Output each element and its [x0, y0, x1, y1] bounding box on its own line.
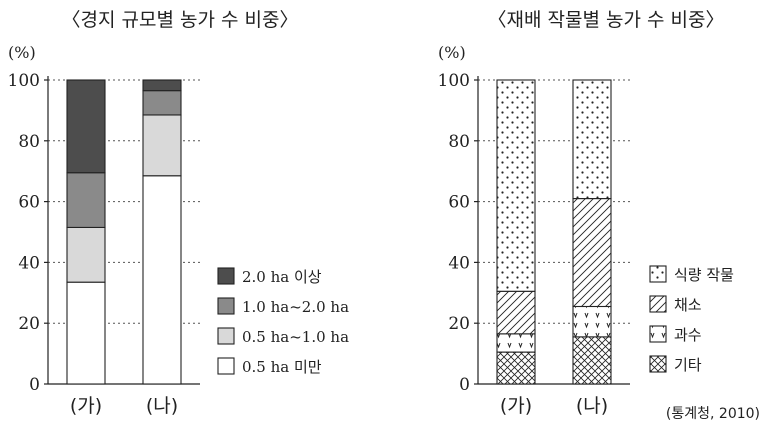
legend-label: 0.5 ha 미만 [242, 358, 322, 376]
legend-label: 0.5 ha~1.0 ha [242, 328, 349, 346]
x-category-label: (나) [576, 395, 608, 417]
bar-segment [66, 281, 106, 385]
legend-swatch [217, 267, 235, 285]
y-tick-label: 0 [459, 375, 470, 395]
bar-segment [496, 290, 536, 335]
y-tick-label: 0 [29, 375, 40, 395]
bar-segment [572, 336, 612, 385]
legend-swatch [217, 297, 235, 315]
y-axis-unit: (%) [8, 43, 36, 62]
bar-segment [66, 226, 106, 283]
bar-segment [142, 79, 182, 92]
bar-segment [142, 114, 182, 177]
chart-title: 〈경지 규모별 농가 수 비중〉 [62, 9, 299, 31]
legend-label: 2.0 ha 이상 [242, 268, 322, 286]
legend-swatch [649, 355, 667, 373]
legend-label: 식량 작물 [674, 266, 734, 284]
legend-swatch [217, 357, 235, 375]
bar-segment [572, 198, 612, 308]
legend-swatch [649, 295, 667, 313]
bar-segment [66, 79, 106, 174]
bar-segment [496, 79, 536, 292]
y-tick-label: 100 [8, 71, 40, 91]
bar-segment [496, 351, 536, 385]
chart-title: 〈재배 작물별 농가 수 비중〉 [488, 9, 725, 31]
y-tick-label: 80 [448, 132, 470, 152]
plot-area: 0 20 40 60 80 100 (가) (나) [8, 71, 200, 417]
x-category-label: (가) [70, 395, 102, 417]
y-axis-unit: (%) [438, 43, 466, 62]
bar-segment [142, 90, 182, 116]
y-tick-label: 80 [18, 132, 40, 152]
bar-segment [496, 333, 536, 353]
x-category-label: (가) [500, 395, 532, 417]
legend-label: 채소 [674, 296, 702, 314]
legend: 2.0 ha 이상 1.0 ha~2.0 ha 0.5 ha~1.0 ha 0.5 h… [217, 267, 349, 376]
y-tick-label: 20 [18, 314, 40, 334]
y-tick-label: 20 [448, 314, 470, 334]
bar-segment [66, 172, 106, 228]
y-tick-label: 100 [438, 71, 470, 91]
y-tick-label: 40 [448, 253, 470, 273]
source-note: (통계청, 2010) [666, 406, 760, 422]
y-tick-label: 40 [18, 253, 40, 273]
legend-swatch [649, 325, 667, 343]
legend-swatch [217, 327, 235, 345]
legend-label: 과수 [674, 326, 702, 344]
bar-segment [572, 79, 612, 200]
y-tick-label: 60 [18, 193, 40, 213]
bar-segment [572, 305, 612, 338]
x-category-label: (나) [146, 395, 178, 417]
plot-area: 0 20 40 60 80 100 (가) (나) [438, 71, 630, 417]
legend-swatch [649, 265, 667, 283]
legend-label: 1.0 ha~2.0 ha [242, 298, 349, 316]
bar-segment [142, 175, 182, 385]
y-tick-label: 60 [448, 193, 470, 213]
legend-label: 기타 [674, 356, 702, 374]
